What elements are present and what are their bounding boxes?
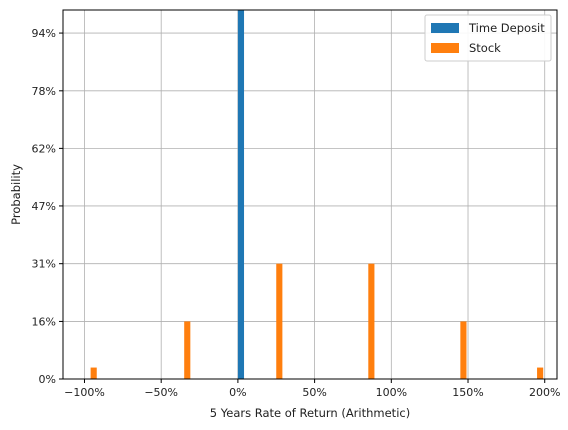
legend: Time Deposit Stock [424, 14, 552, 62]
x-tick-label: −50% [144, 386, 178, 399]
grid [63, 10, 557, 380]
y-tick-label: 47% [32, 200, 56, 213]
y-tick-label: 94% [32, 27, 56, 40]
bar-time-deposit [237, 10, 245, 379]
x-tick-label: 150% [452, 386, 483, 399]
x-tick-label: 200% [529, 386, 560, 399]
bar-stock [276, 263, 283, 379]
y-tick-label: 78% [32, 85, 56, 98]
ticks: −100% −50% 0% 50% 100% 150% 200% 0% 16% 31% 47% 62%… [32, 27, 561, 399]
plot-frame [62, 9, 558, 380]
x-tick-label: 0% [229, 386, 246, 399]
y-tick-label: 31% [32, 258, 56, 271]
bar-stock [537, 367, 544, 379]
bars [90, 10, 544, 379]
x-axis-label: 5 Years Rate of Return (Arithmetic) [210, 406, 410, 420]
x-tick-label: 100% [376, 386, 407, 399]
bar-stock [368, 263, 375, 379]
legend-label-time-deposit: Time Deposit [468, 21, 545, 35]
bar-stock [184, 321, 191, 379]
y-tick-label: 62% [32, 142, 56, 155]
bar-stock [460, 321, 467, 379]
bar-stock [90, 367, 97, 379]
legend-swatch-stock [431, 43, 459, 53]
y-tick-label: 16% [32, 315, 56, 328]
y-tick-label: 0% [39, 373, 56, 386]
y-axis-label: Probability [9, 164, 23, 225]
x-tick-label: 50% [302, 386, 326, 399]
legend-label-stock: Stock [469, 41, 501, 55]
legend-swatch-time-deposit [431, 23, 459, 33]
x-tick-label: −100% [64, 386, 105, 399]
